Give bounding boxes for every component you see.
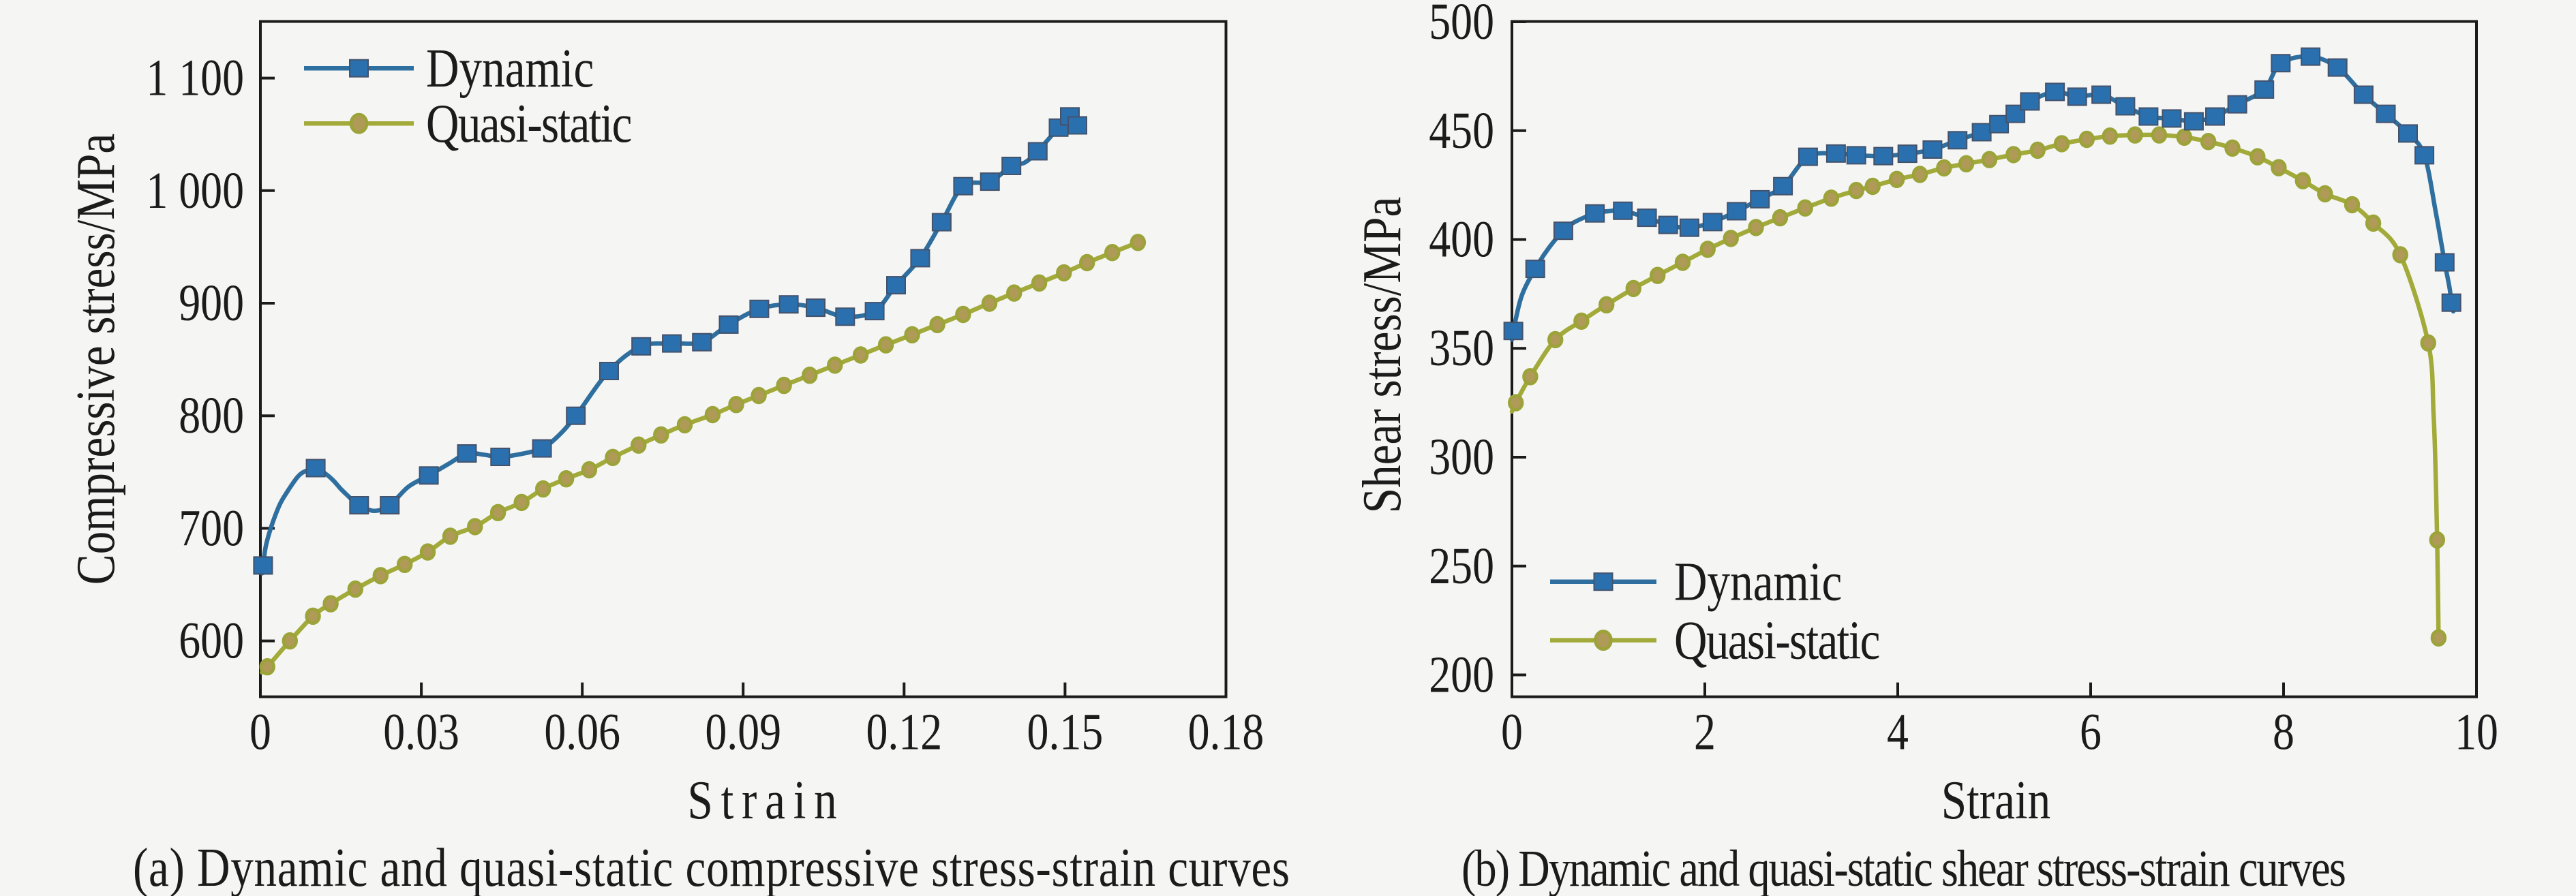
svg-text:0.18: 0.18 (1188, 703, 1264, 760)
svg-text:2: 2 (1694, 703, 1716, 760)
svg-text:0.03: 0.03 (383, 703, 459, 760)
svg-text:Quasi-static: Quasi-static (426, 93, 631, 154)
svg-text:0.06: 0.06 (544, 703, 620, 760)
svg-text:(a) Dynamic and quasi-static c: (a) Dynamic and quasi-static compressive… (133, 837, 1290, 896)
svg-text:250: 250 (1429, 538, 1494, 595)
svg-text:1 100: 1 100 (146, 49, 244, 106)
svg-text:0.12: 0.12 (866, 703, 942, 760)
svg-text:Dynamic: Dynamic (1674, 551, 1842, 612)
svg-text:300: 300 (1429, 429, 1494, 486)
svg-text:350: 350 (1429, 320, 1494, 377)
svg-text:450: 450 (1429, 102, 1494, 159)
svg-text:Strain: Strain (1941, 770, 2050, 831)
svg-text:500: 500 (1429, 0, 1494, 50)
svg-text:0.15: 0.15 (1027, 703, 1104, 760)
svg-text:0: 0 (1501, 703, 1523, 760)
svg-text:800: 800 (179, 387, 244, 444)
svg-text:1 000: 1 000 (146, 162, 244, 219)
svg-text:700: 700 (179, 499, 244, 557)
svg-text:400: 400 (1429, 211, 1494, 268)
svg-text:Quasi-static: Quasi-static (1674, 610, 1879, 670)
svg-text:10: 10 (2455, 703, 2498, 760)
svg-text:0.09: 0.09 (705, 703, 781, 760)
svg-text:900: 900 (179, 275, 244, 332)
svg-text:Compressive stress/MPa: Compressive stress/MPa (65, 134, 126, 585)
svg-text:6: 6 (2080, 703, 2102, 760)
svg-text:(b) Dynamic and quasi-static s: (b) Dynamic and quasi-static shear stres… (1461, 840, 2345, 896)
svg-text:600: 600 (179, 612, 244, 669)
svg-text:4: 4 (1887, 703, 1909, 760)
svg-text:0: 0 (249, 703, 271, 760)
svg-text:Dynamic: Dynamic (426, 38, 594, 99)
svg-text:8: 8 (2273, 703, 2294, 760)
svg-text:200: 200 (1429, 646, 1494, 703)
svg-text:Shear stress/MPa: Shear stress/MPa (1352, 197, 1412, 514)
svg-text:Strain: Strain (687, 770, 845, 831)
